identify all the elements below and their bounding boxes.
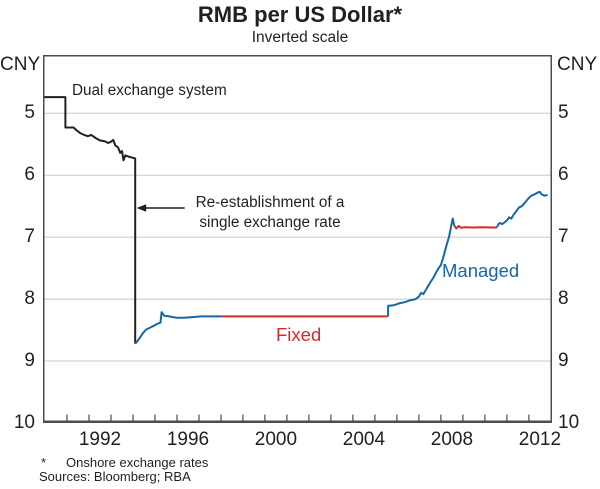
- dual-exchange-system-label: Dual exchange system: [72, 82, 227, 99]
- sources-line: Sources: Bloomberg; RBA: [39, 469, 191, 484]
- y-tick-label: 6: [558, 164, 569, 186]
- y-tick-label: 7: [558, 226, 569, 248]
- annotation-arrow-head: [136, 204, 147, 212]
- y-tick-label: 7: [24, 226, 35, 248]
- chart-title: RMB per US Dollar*: [197, 2, 403, 27]
- series-line: [134, 311, 221, 345]
- chart-subtitle: Inverted scale: [251, 29, 349, 46]
- y-axis-unit-right: CNY: [557, 54, 598, 75]
- x-tick-label: 2008: [430, 429, 474, 450]
- reestablishment-line1: Re-establishment of a: [195, 194, 345, 211]
- footnote: * Onshore exchange rates: [41, 456, 208, 470]
- fixed-regime-label: Fixed: [276, 324, 322, 345]
- y-tick-label: 8: [24, 288, 35, 310]
- y-tick-label: 10: [558, 412, 580, 433]
- y-tick-label: 9: [24, 350, 35, 372]
- y-tick-label: 10: [13, 412, 35, 433]
- managed-regime-label: Managed: [442, 260, 520, 281]
- y-tick-label: 5: [558, 102, 569, 124]
- series-line: [43, 96, 137, 344]
- x-tick-label: 2004: [342, 429, 386, 450]
- y-tick-label: 9: [558, 350, 569, 372]
- series-line: [387, 217, 456, 317]
- y-tick-label: 6: [24, 164, 35, 186]
- x-tick-label: 1996: [166, 429, 210, 450]
- x-tick-label: 2012: [518, 429, 562, 450]
- x-tick-label: 2000: [254, 429, 298, 450]
- plot-area: [43, 55, 552, 423]
- y-tick-label: 5: [24, 102, 35, 124]
- series-line: [453, 224, 497, 230]
- reestablishment-line2: single exchange rate: [199, 213, 341, 231]
- x-tick-label: 1992: [78, 429, 122, 450]
- reestablishment-annotation: Re-establishment of a single exchange ra…: [178, 193, 362, 232]
- footnote-text: Onshore exchange rates: [66, 455, 209, 470]
- plot-border: [43, 55, 552, 423]
- y-tick-label: 8: [558, 288, 569, 310]
- series-line: [496, 190, 548, 228]
- y-axis-unit-left: CNY: [0, 54, 41, 75]
- footnote-marker: *: [41, 455, 47, 470]
